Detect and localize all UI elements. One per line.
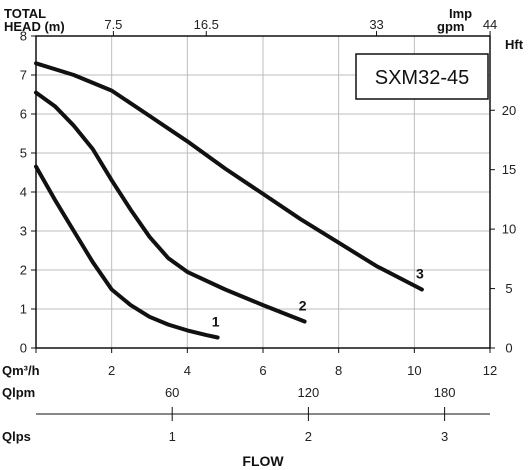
qlpm-tick-label: 180 xyxy=(434,385,456,400)
curve-label-1: 1 xyxy=(212,313,220,329)
hft-tick-label: 15 xyxy=(502,162,516,177)
qlps-tick-label: 3 xyxy=(441,429,448,444)
hft-axis-title: Hft xyxy=(505,37,524,52)
head-axis-title-line1: TOTAL xyxy=(4,6,46,21)
curve-label-3: 3 xyxy=(416,266,424,282)
x-tick-label: 10 xyxy=(407,363,421,378)
hft-tick-label: 20 xyxy=(502,103,516,118)
model-box xyxy=(355,53,489,100)
hft-tick-label: 10 xyxy=(502,222,516,237)
x-tick-label: 12 xyxy=(483,363,497,378)
hft-tick-label: 0 xyxy=(505,341,512,356)
qlps-tick-label: 1 xyxy=(169,429,176,444)
qlpm-axis-title: Qlpm xyxy=(2,385,35,400)
y-tick-label: 5 xyxy=(20,146,27,161)
imp-gpm-title-line2: gpm xyxy=(437,19,464,34)
y-tick-label: 7 xyxy=(20,68,27,83)
x-tick-label: 8 xyxy=(335,363,342,378)
y-tick-label: 0 xyxy=(20,341,27,356)
pump-curves xyxy=(34,61,424,340)
x-tick-label: 4 xyxy=(184,363,191,378)
model-label: SXM32-45 xyxy=(375,67,470,89)
imp-gpm-title-line1: Imp xyxy=(449,6,472,21)
qlps-axis-title: Qlps xyxy=(2,429,31,444)
qlps-tick-label: 2 xyxy=(305,429,312,444)
y-tick-label: 3 xyxy=(20,224,27,239)
flow-axis-title: FLOW xyxy=(242,453,284,469)
qlpm-tick-label: 120 xyxy=(298,385,320,400)
y-tick-label: 2 xyxy=(20,263,27,278)
pump-curve-3 xyxy=(34,61,424,292)
curve-label-2: 2 xyxy=(299,297,307,313)
hft-tick-label: 5 xyxy=(505,281,512,296)
y-tick-label: 4 xyxy=(20,185,27,200)
head-axis-title-line2: HEAD (m) xyxy=(4,19,65,34)
y-tick-label: 6 xyxy=(20,107,27,122)
pump-curve-2 xyxy=(34,90,307,324)
imp-gpm-tick-label: 7.5 xyxy=(104,17,122,32)
pump-curve-1 xyxy=(34,164,220,340)
qm3h-axis-title: Qm³/h xyxy=(2,363,40,378)
qlpm-tick-label: 60 xyxy=(165,385,179,400)
y-tick-label: 1 xyxy=(20,302,27,317)
imp-gpm-tick-label: 16.5 xyxy=(194,17,219,32)
curve-labels: 1 2 3 xyxy=(212,266,424,330)
x-tick-label: 6 xyxy=(259,363,266,378)
y-tick-label: 8 xyxy=(20,29,27,44)
imp-gpm-tick-label: 33 xyxy=(369,17,383,32)
x-tick-label: 2 xyxy=(108,363,115,378)
imp-gpm-tick-label: 44 xyxy=(483,17,497,32)
